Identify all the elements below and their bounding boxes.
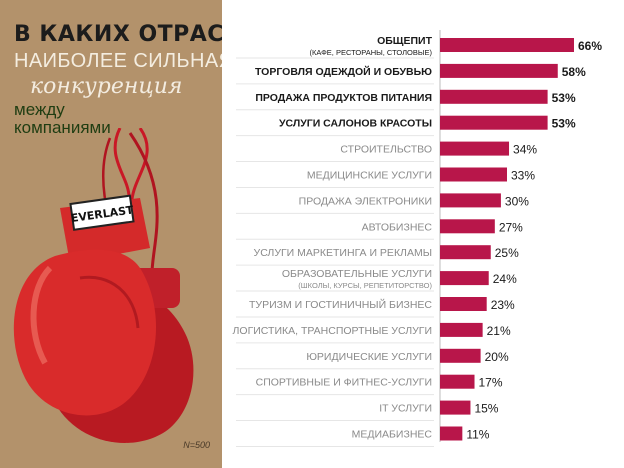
value-label: 66%	[578, 39, 602, 53]
bar-chart: ОБЩЕПИТ(КАФЕ, РЕСТОРАНЫ, СТОЛОВЫЕ) 66% ТОР…	[233, 30, 602, 447]
bar	[440, 348, 481, 363]
bar	[440, 245, 491, 260]
bar	[440, 115, 548, 130]
category-label: МЕДИЦИНСКИЕ УСЛУГИ	[307, 170, 432, 182]
value-label: 21%	[487, 324, 511, 338]
bar	[440, 400, 471, 415]
bar	[440, 322, 483, 337]
category-label: СТРОИТЕЛЬСТВО	[340, 144, 432, 156]
bar	[440, 167, 507, 182]
value-label: 20%	[485, 350, 509, 364]
bar	[440, 219, 495, 234]
value-label: 30%	[505, 194, 529, 208]
category-label: ПРОДАЖА ЭЛЕКТРОНИКИ	[299, 195, 432, 207]
value-label: 24%	[493, 272, 517, 286]
value-label: 15%	[474, 402, 498, 416]
category-label: МЕДИАБИЗНЕС	[352, 429, 433, 441]
category-label: СПОРТИВНЫЕ И ФИТНЕС-УСЛУГИ	[256, 377, 432, 389]
category-label: ОБЩЕПИТ	[377, 35, 433, 47]
bar	[440, 426, 463, 441]
value-label: 27%	[499, 220, 523, 234]
category-label: ПРОДАЖА ПРОДУКТОВ ПИТАНИЯ	[255, 92, 432, 104]
bar	[440, 374, 475, 389]
sample-size-note: N=500	[183, 440, 210, 450]
value-label: 11%	[466, 428, 489, 442]
bar	[440, 63, 558, 78]
bar	[440, 271, 489, 286]
category-label: АВТОБИЗНЕС	[362, 221, 433, 233]
left-panel: В каких отраслях наиболее сильная конкур…	[0, 0, 222, 468]
bar	[440, 193, 501, 208]
title-line-4: между	[14, 100, 65, 119]
category-sublabel: (ШКОЛЫ, КУРСЫ, РЕПЕТИТОРСТВО)	[298, 281, 432, 290]
value-label: 33%	[511, 169, 535, 183]
category-label: ЛОГИСТИКА, ТРАНСПОРТНЫЕ УСЛУГИ	[233, 325, 432, 337]
category-label: IT УСЛУГИ	[379, 403, 432, 415]
value-label: 58%	[562, 65, 586, 79]
title-line-3: конкуренция	[30, 74, 183, 99]
bar	[440, 141, 510, 156]
boxing-gloves-icon: EVERLAST	[13, 128, 194, 443]
bar	[440, 297, 487, 311]
bar	[440, 89, 548, 104]
category-label: ОБРАЗОВАТЕЛЬНЫЕ УСЛУГИ	[282, 268, 432, 280]
category-label: УСЛУГИ МАРКЕТИНГА И РЕКЛАМЫ	[254, 247, 432, 259]
value-label: 34%	[513, 143, 537, 157]
title-line-1: В каких отраслях	[14, 22, 222, 47]
category-label: УСЛУГИ САЛОНОВ КРАСОТЫ	[279, 118, 432, 130]
title-line-2: наиболее сильная	[14, 50, 222, 72]
category-label: ТОРГОВЛЯ ОДЕЖДОЙ И ОБУВЬЮ	[255, 65, 432, 78]
bar	[440, 38, 574, 52]
value-label: 25%	[495, 246, 519, 260]
value-label: 53%	[552, 117, 576, 131]
category-sublabel: (КАФЕ, РЕСТОРАНЫ, СТОЛОВЫЕ)	[309, 48, 432, 57]
category-label: ТУРИЗМ И ГОСТИНИЧНЫЙ БИЗНЕС	[249, 298, 432, 311]
title-line-5: компаниями	[14, 118, 111, 137]
value-label: 23%	[491, 298, 515, 312]
value-label: 53%	[552, 91, 576, 105]
category-label: ЮРИДИЧЕСКИЕ УСЛУГИ	[306, 351, 432, 363]
value-label: 17%	[479, 376, 503, 390]
